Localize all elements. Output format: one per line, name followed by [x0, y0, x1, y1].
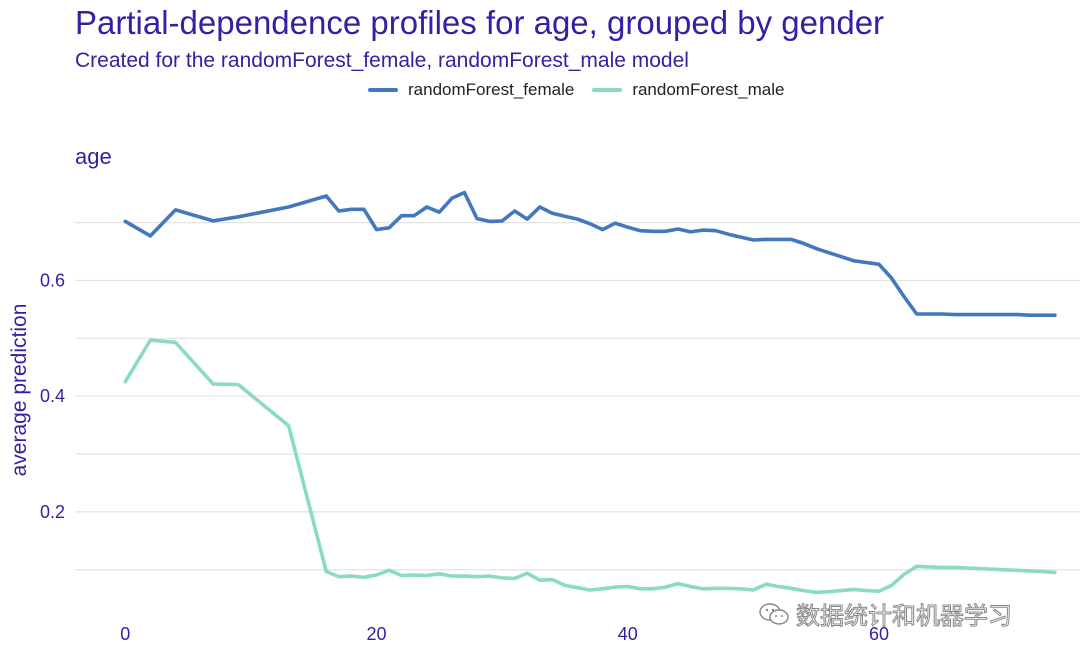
x-tick-label: 20	[366, 624, 386, 644]
x-tick-label: 40	[618, 624, 638, 644]
watermark: 数据统计和机器学习	[758, 596, 1013, 631]
panel-label: age	[75, 144, 112, 169]
y-tick-label: 0.6	[40, 270, 65, 290]
grid-lines	[75, 222, 1080, 571]
y-tick-label: 0.2	[40, 502, 65, 522]
legend-label-female: randomForest_female	[408, 80, 575, 99]
chart-subtitle: Created for the randomForest_female, ran…	[75, 49, 689, 72]
legend: randomForest_female randomForest_male	[368, 80, 784, 100]
chart-title: Partial-dependence profiles for age, gro…	[75, 4, 885, 41]
series-line-female	[123, 190, 1057, 318]
legend-item-male: randomForest_male	[592, 80, 784, 100]
legend-swatch-male	[592, 88, 623, 92]
y-tick-label: 0.4	[40, 386, 65, 406]
x-tick-label: 60	[869, 624, 889, 644]
series-lines	[123, 190, 1057, 595]
wechat-icon	[759, 602, 789, 625]
legend-item-female: randomForest_female	[368, 80, 574, 100]
x-tick-label: 0	[120, 624, 130, 644]
legend-label-male: randomForest_male	[632, 80, 785, 99]
legend-swatch-female	[368, 88, 398, 92]
tick-labels: 0.2 0.4 0.6 0 20 40 60	[40, 270, 889, 644]
watermark-text: 数据统计和机器学习	[796, 602, 1013, 631]
series-line-male	[123, 338, 1057, 595]
